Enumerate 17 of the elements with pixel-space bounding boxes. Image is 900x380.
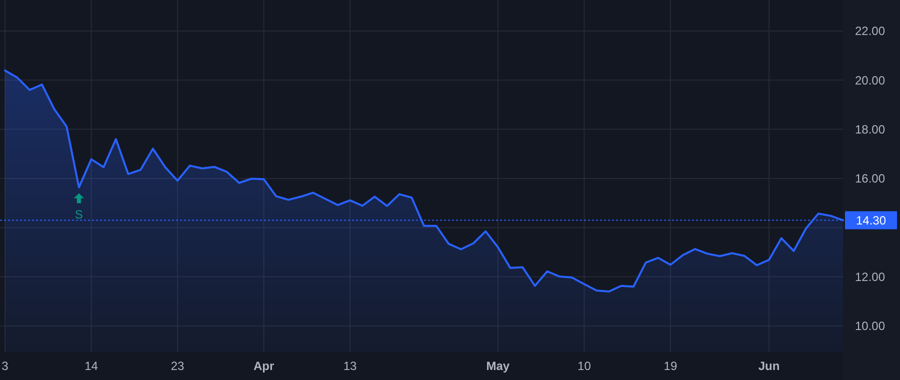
x-tick-label: 3	[2, 359, 9, 373]
x-tick-label: Apr	[253, 359, 274, 373]
x-tick-label: May	[486, 359, 510, 373]
x-tick-label: Jun	[758, 359, 780, 373]
ref-line-label: 14.30	[856, 213, 886, 228]
y-tick-label: 20.00	[854, 73, 886, 88]
x-tick-label: 13	[343, 359, 358, 373]
y-tick-label: 12.00	[854, 270, 886, 284]
y-tick-label: 16.00	[854, 172, 886, 186]
x-tick-label: 23	[170, 359, 185, 373]
x-tick-label: 14	[84, 359, 98, 373]
y-tick-label: 22.00	[854, 24, 886, 38]
x-tick-label: 10	[578, 359, 592, 373]
annotation: S	[74, 207, 83, 222]
y-tick-label: 10.00	[854, 319, 886, 334]
x-tick-label: 19	[664, 359, 678, 373]
y-tick-label: 18.00	[854, 122, 886, 136]
